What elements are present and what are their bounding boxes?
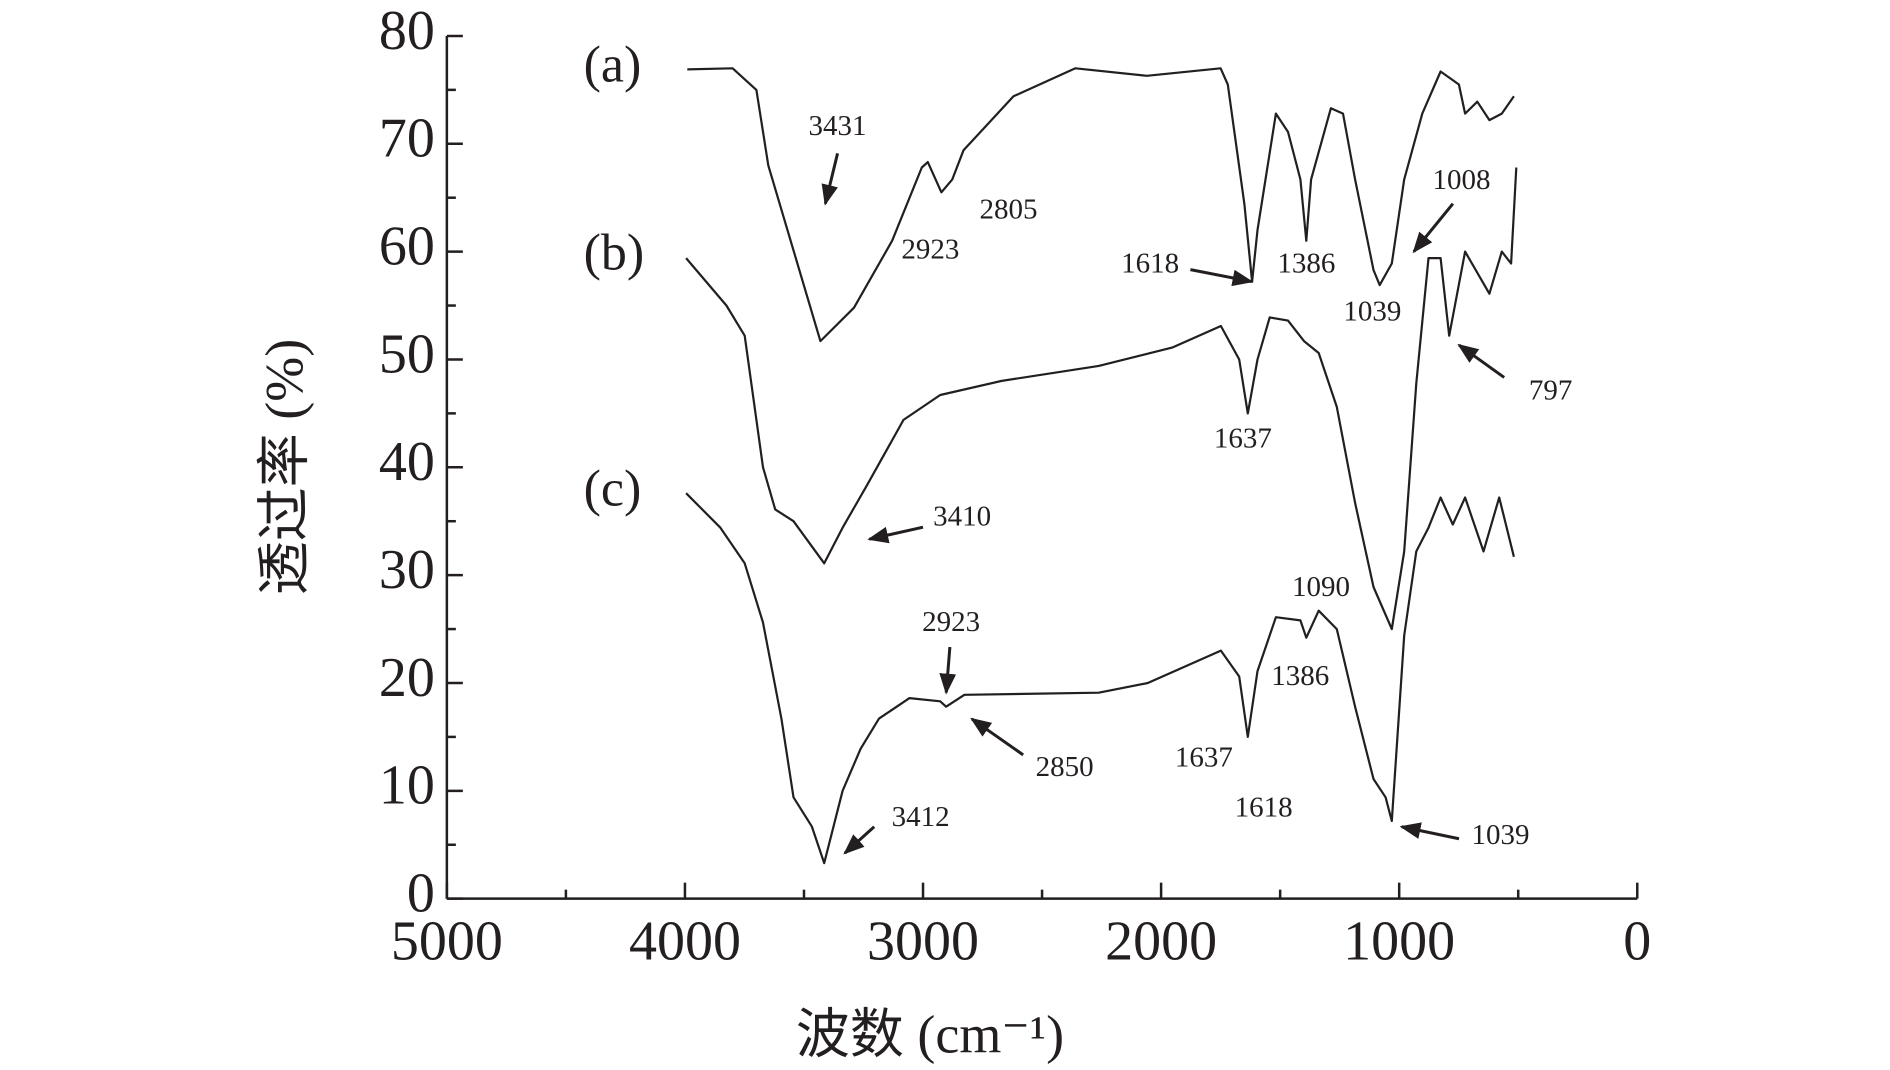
arrow bbox=[939, 646, 957, 695]
arrow bbox=[867, 525, 924, 544]
peak-label: 1039 bbox=[1472, 819, 1530, 851]
peak-label: 2923 bbox=[922, 606, 980, 638]
x-tick-label: 3000 bbox=[867, 910, 979, 972]
arrow bbox=[821, 153, 840, 206]
peak-label: 2805 bbox=[979, 194, 1037, 226]
y-axis-title: 透过率 (%) bbox=[254, 339, 314, 595]
y-tick-label: 0 bbox=[407, 862, 435, 924]
spectrum-line bbox=[685, 167, 1518, 631]
series-label: (c) bbox=[584, 461, 642, 518]
arrow bbox=[1457, 343, 1506, 379]
peak-label: 2923 bbox=[901, 233, 959, 265]
x-tick-label: 5000 bbox=[391, 910, 503, 972]
y-tick-label: 10 bbox=[379, 755, 435, 817]
arrow bbox=[1399, 822, 1460, 841]
x-tick-label: 1000 bbox=[1343, 910, 1455, 972]
peak-label: 3412 bbox=[892, 801, 950, 833]
peak-label: 3410 bbox=[933, 500, 991, 532]
spectrum-line bbox=[685, 492, 1515, 865]
x-tick-label: 4000 bbox=[629, 910, 741, 972]
peak-label: 1637 bbox=[1214, 423, 1272, 455]
arrow bbox=[1412, 202, 1455, 254]
y-tick-label: 80 bbox=[379, 0, 435, 62]
peak-label: 1637 bbox=[1175, 741, 1233, 773]
peak-label: 1090 bbox=[1292, 571, 1350, 603]
y-tick-label: 30 bbox=[379, 539, 435, 601]
peak-label: 1039 bbox=[1343, 296, 1401, 328]
series-label: (b) bbox=[584, 225, 645, 282]
peak-label: 3431 bbox=[809, 110, 867, 142]
y-tick-label: 60 bbox=[379, 215, 435, 277]
y-tick-label: 70 bbox=[379, 108, 435, 170]
peak-label: 1618 bbox=[1121, 248, 1179, 280]
arrow bbox=[1190, 268, 1254, 287]
y-tick-label: 20 bbox=[379, 647, 435, 709]
peak-label: 1618 bbox=[1235, 792, 1293, 824]
series-label: (a) bbox=[584, 36, 642, 93]
peak-label: 797 bbox=[1529, 375, 1573, 407]
peak-label: 2850 bbox=[1036, 751, 1094, 783]
arrow bbox=[843, 825, 876, 855]
peak-label: 1386 bbox=[1271, 660, 1329, 692]
peak-label: 1386 bbox=[1277, 248, 1335, 280]
arrow bbox=[970, 717, 1025, 757]
x-tick-label: 2000 bbox=[1105, 910, 1217, 972]
y-tick-label: 50 bbox=[379, 323, 435, 385]
x-tick-label: 0 bbox=[1623, 910, 1651, 972]
spectrum-line bbox=[687, 67, 1515, 343]
x-axis-title: 波数 (cm⁻¹) bbox=[796, 1004, 1064, 1064]
y-tick-label: 40 bbox=[379, 431, 435, 493]
peak-label: 1008 bbox=[1432, 164, 1490, 196]
